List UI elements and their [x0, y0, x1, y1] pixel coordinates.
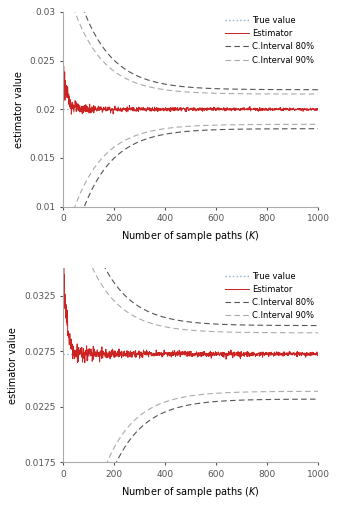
- Estimator: [83, 359, 87, 366]
- C.Interval 80%: [164, 81, 168, 87]
- Estimator: [62, 262, 66, 268]
- Estimator: [174, 352, 178, 358]
- Estimator: [316, 351, 320, 357]
- True value: [62, 351, 66, 357]
- True value: [62, 106, 66, 112]
- Legend: True value, Estimator, C.Interval 80%, C.Interval 90%: True value, Estimator, C.Interval 80%, C…: [223, 14, 316, 67]
- C.Interval 80%: [236, 86, 240, 92]
- C.Interval 90%: [260, 91, 264, 97]
- C.Interval 90%: [174, 88, 178, 94]
- C.Interval 80%: [316, 87, 320, 93]
- C.Interval 90%: [260, 330, 264, 336]
- X-axis label: Number of sample paths ($K$): Number of sample paths ($K$): [121, 229, 260, 243]
- Estimator: [62, 248, 66, 254]
- Estimator: [165, 350, 169, 356]
- Estimator: [265, 352, 269, 358]
- C.Interval 90%: [316, 330, 320, 336]
- C.Interval 90%: [236, 329, 240, 335]
- C.Interval 80%: [174, 317, 178, 323]
- C.Interval 80%: [88, 21, 92, 27]
- Estimator: [174, 106, 178, 113]
- C.Interval 90%: [236, 91, 240, 97]
- C.Interval 80%: [260, 87, 264, 93]
- C.Interval 80%: [88, 226, 92, 232]
- Line: C.Interval 80%: C.Interval 80%: [64, 0, 318, 90]
- Estimator: [165, 108, 169, 114]
- Y-axis label: estimator value: estimator value: [14, 71, 24, 148]
- C.Interval 80%: [62, 97, 66, 103]
- Estimator: [261, 354, 265, 360]
- C.Interval 90%: [88, 258, 92, 264]
- C.Interval 90%: [265, 91, 269, 97]
- Estimator: [237, 349, 241, 355]
- C.Interval 90%: [62, 162, 66, 168]
- Line: C.Interval 90%: C.Interval 90%: [64, 0, 318, 94]
- C.Interval 90%: [316, 91, 320, 97]
- C.Interval 80%: [236, 322, 240, 328]
- Line: Estimator: Estimator: [64, 66, 318, 114]
- Estimator: [316, 107, 320, 113]
- C.Interval 90%: [265, 330, 269, 336]
- Estimator: [88, 106, 92, 112]
- Estimator: [88, 350, 92, 356]
- Line: C.Interval 80%: C.Interval 80%: [64, 100, 318, 325]
- Line: Estimator: Estimator: [64, 251, 318, 363]
- Legend: True value, Estimator, C.Interval 80%, C.Interval 90%: True value, Estimator, C.Interval 80%, C…: [223, 269, 316, 323]
- C.Interval 80%: [265, 322, 269, 329]
- C.Interval 80%: [265, 87, 269, 93]
- Estimator: [265, 106, 269, 112]
- C.Interval 80%: [174, 83, 178, 89]
- Estimator: [237, 106, 241, 112]
- X-axis label: Number of sample paths ($K$): Number of sample paths ($K$): [121, 485, 260, 499]
- C.Interval 90%: [164, 87, 168, 93]
- C.Interval 80%: [164, 315, 168, 321]
- Estimator: [69, 111, 73, 117]
- C.Interval 90%: [88, 40, 92, 46]
- C.Interval 90%: [164, 324, 168, 330]
- True value: [61, 351, 65, 357]
- C.Interval 90%: [174, 325, 178, 332]
- Line: C.Interval 90%: C.Interval 90%: [64, 165, 318, 333]
- True value: [61, 106, 65, 112]
- Estimator: [261, 107, 265, 114]
- C.Interval 80%: [260, 322, 264, 329]
- C.Interval 80%: [316, 322, 320, 329]
- Estimator: [62, 63, 66, 69]
- Y-axis label: estimator value: estimator value: [8, 327, 18, 404]
- Estimator: [62, 81, 66, 87]
